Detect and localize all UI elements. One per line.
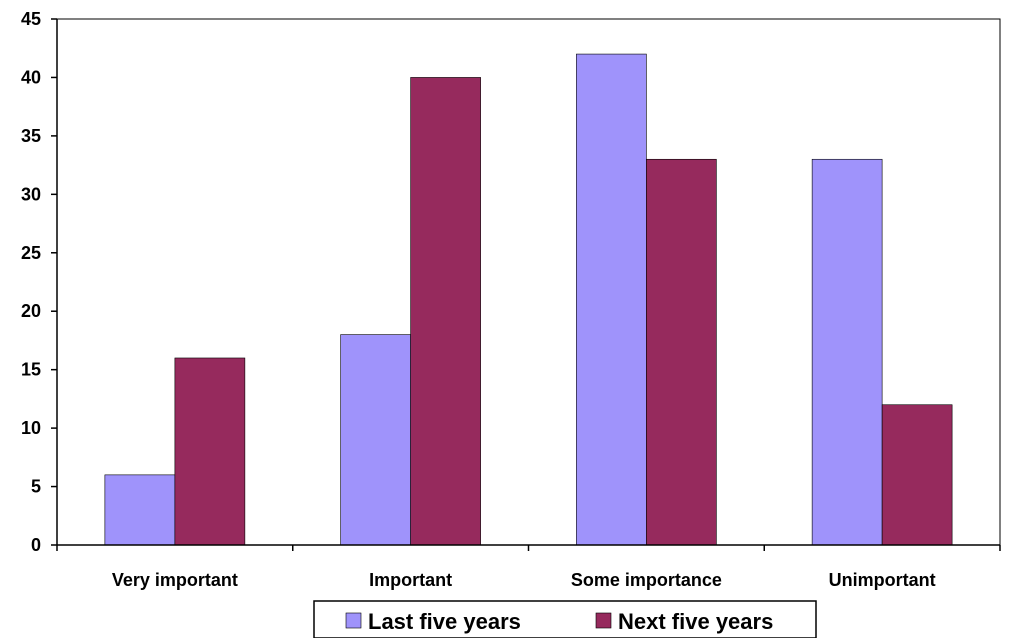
- y-tick-label: 0: [31, 535, 41, 555]
- y-axis: 0 5 10 15 20 25 30 35 40 45: [21, 9, 58, 555]
- y-tick-label: 20: [21, 301, 41, 321]
- bars-group: [104, 53, 953, 546]
- bar-last-five-years-2: [340, 334, 411, 546]
- y-tick-label: 35: [21, 126, 41, 146]
- legend-swatch: [595, 612, 612, 629]
- x-category-label: Unimportant: [829, 570, 936, 590]
- y-tick-label: 5: [31, 477, 41, 497]
- x-category-label: Some importance: [571, 570, 722, 590]
- bar-next-five-years-2: [410, 77, 481, 546]
- bar-last-five-years-4: [811, 158, 883, 546]
- y-tick-label: 25: [21, 243, 41, 263]
- y-tick-label: 30: [21, 184, 41, 204]
- bar-last-five-years-3: [576, 53, 647, 546]
- bar-next-five-years-1: [174, 357, 246, 546]
- y-tick-label: 10: [21, 418, 41, 438]
- x-category-label: Very important: [112, 570, 238, 590]
- legend: Last five years Next five years: [313, 600, 817, 638]
- bar-last-five-years-1: [104, 474, 176, 546]
- legend-label: Last five years: [368, 609, 521, 634]
- x-axis: Very important Important Some importance Un…: [56, 544, 1001, 590]
- plot-area: [56, 18, 1001, 546]
- bar-next-five-years-4: [881, 404, 953, 546]
- legend-label: Next five years: [618, 609, 773, 634]
- y-tick-label: 40: [21, 67, 41, 87]
- bar-next-five-years-3: [646, 158, 717, 546]
- legend-swatch: [345, 612, 362, 629]
- y-tick-label: 45: [21, 9, 41, 29]
- x-category-label: Important: [369, 570, 452, 590]
- y-tick-label: 15: [21, 360, 41, 380]
- legend-box: [313, 600, 817, 638]
